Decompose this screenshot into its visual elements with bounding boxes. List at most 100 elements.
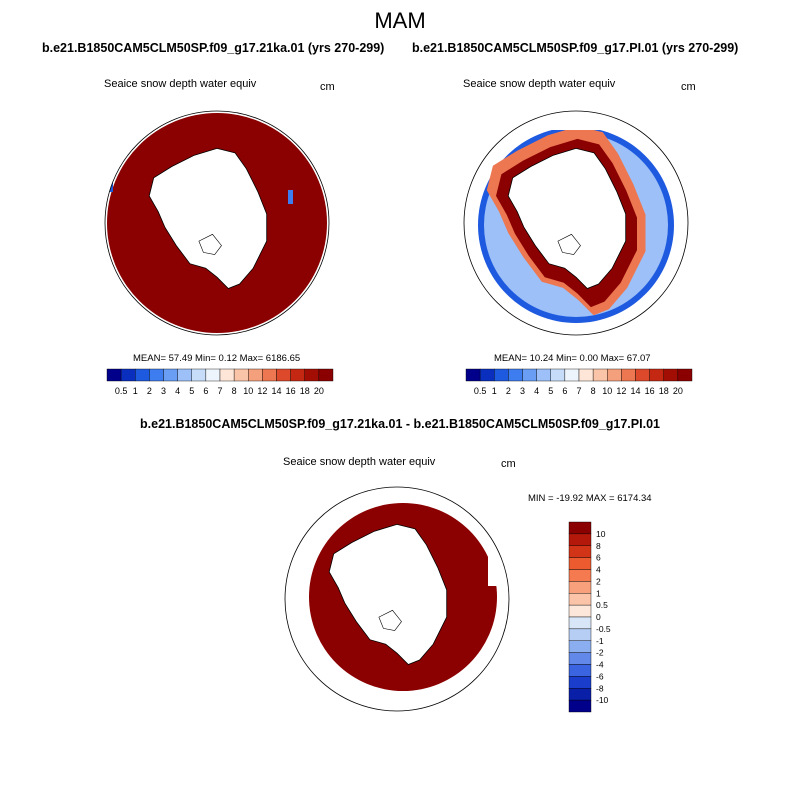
panel2-colorbar: 0.5 1 2 3 4 5 6 7 8 10 12 14 16 18 20 — [465, 368, 693, 396]
colorbar-label: 12 — [616, 386, 626, 396]
colorbar-swatch — [568, 533, 592, 546]
colorbar-label: 7 — [217, 386, 222, 396]
colorbar-swatch — [568, 664, 592, 677]
diff-run-title: b.e21.B1850CAM5CLM50SP.f09_g17.21ka.01 -… — [140, 417, 660, 431]
colorbar-label: -10 — [596, 695, 609, 705]
colorbar-label: 8 — [232, 386, 237, 396]
panel1-units-label: cm — [320, 81, 335, 93]
colorbar-label: 20 — [673, 386, 683, 396]
panel2-stats: MEAN= 10.24 Min= 0.00 Max= 67.07 — [494, 353, 651, 364]
colorbar-swatch — [550, 368, 566, 382]
colorbar-label: 10 — [602, 386, 612, 396]
colorbar-swatch — [191, 368, 207, 382]
colorbar-label: 16 — [645, 386, 655, 396]
colorbar-label: 12 — [257, 386, 267, 396]
panel3-units-label: cm — [501, 458, 516, 470]
panel1-stats: MEAN= 57.49 Min= 0.12 Max= 6186.65 — [133, 353, 301, 364]
colorbar-swatch — [262, 368, 277, 382]
colorbar-label: 2 — [506, 386, 511, 396]
colorbar-swatch — [592, 368, 608, 382]
colorbar-swatch — [205, 368, 221, 382]
colorbar-swatch — [621, 368, 636, 382]
colorbar-swatch — [677, 368, 693, 382]
colorbar-label: 1 — [133, 386, 138, 396]
ice-shelf-outline — [198, 233, 222, 255]
map-field — [107, 113, 327, 333]
colorbar-swatch — [276, 368, 291, 382]
colorbar-swatch — [568, 557, 592, 570]
colorbar-label: 20 — [314, 386, 324, 396]
antarctica-landmass — [507, 147, 627, 289]
colorbar-swatch — [120, 368, 136, 382]
colorbar-label: 6 — [596, 553, 601, 563]
colorbar-swatch — [248, 368, 263, 382]
colorbar-label: 2 — [596, 576, 601, 586]
colorbar-label: 0 — [596, 612, 601, 622]
colorbar-label: 7 — [576, 386, 581, 396]
colorbar-label: 4 — [175, 386, 180, 396]
colorbar-label: 1 — [596, 588, 601, 598]
colorbar-label: 3 — [161, 386, 166, 396]
colorbar-swatch — [663, 368, 679, 382]
colorbar-swatch — [568, 676, 592, 689]
low-value-patch — [108, 178, 113, 192]
season-title: MAM — [374, 8, 426, 33]
colorbar-label: 0.5 — [115, 386, 128, 396]
colorbar-label: 8 — [591, 386, 596, 396]
colorbar-swatch — [465, 368, 481, 382]
colorbar-label: 14 — [271, 386, 281, 396]
colorbar-label: 14 — [630, 386, 640, 396]
colorbar-label: 3 — [520, 386, 525, 396]
colorbar-label: 6 — [562, 386, 567, 396]
colorbar-label: -8 — [596, 683, 604, 693]
colorbar-swatch — [568, 616, 592, 630]
colorbar-swatch — [290, 368, 305, 382]
colorbar-swatch — [304, 368, 320, 382]
colorbar-swatch — [479, 368, 495, 382]
panel2-variable-label: Seaice snow depth water equiv — [463, 78, 616, 90]
open-ocean — [285, 487, 324, 536]
colorbar-label: -2 — [596, 648, 604, 658]
antarctica-landmass — [328, 523, 448, 665]
antarctica-landmass — [148, 147, 268, 289]
diff-colorbar: 10 8 6 42 1 0.5 0 -0.5 -1 -2 -4-6 -8 -10 — [568, 521, 611, 713]
panel1-colorbar: 0.5 1 2 3 4 5 6 7 8 10 12 14 16 18 20 — [106, 368, 334, 396]
colorbar-swatch — [607, 368, 622, 382]
colorbar-swatch — [219, 368, 235, 382]
colorbar-swatch — [318, 368, 334, 382]
colorbar-swatch — [568, 545, 592, 558]
panel1-polar-map — [104, 110, 330, 336]
map-boundary-circle — [104, 110, 330, 336]
colorbar-label: -1 — [596, 636, 604, 646]
open-ocean — [488, 506, 509, 586]
colorbar-label: 18 — [300, 386, 310, 396]
map-field — [464, 111, 688, 323]
panel3-stats: MIN = -19.92 MAX = 6174.34 — [528, 493, 652, 504]
map-boundary-circle — [284, 486, 510, 712]
open-ocean — [464, 111, 688, 130]
colorbar-swatch — [568, 593, 592, 606]
colorbar-label: 1 — [492, 386, 497, 396]
ice-shelf-outline — [378, 609, 402, 631]
colorbar-swatch — [578, 368, 594, 382]
colorbar-label: 8 — [596, 541, 601, 551]
panel2-run-title: b.e21.B1850CAM5CLM50SP.f09_g17.PI.01 (yr… — [412, 41, 739, 55]
panel1-run-title: b.e21.B1850CAM5CLM50SP.f09_g17.21ka.01 (… — [42, 41, 385, 55]
panel2-units-label: cm — [681, 81, 696, 93]
colorbar-swatch — [494, 368, 509, 382]
colorbar-label: -6 — [596, 671, 604, 681]
colorbar-swatch — [568, 569, 592, 582]
colorbar-swatch — [536, 368, 551, 382]
colorbar-label: 5 — [548, 386, 553, 396]
colorbar-label: 4 — [596, 565, 601, 575]
colorbar-swatch — [135, 368, 150, 382]
low-value-patch — [288, 190, 293, 204]
colorbar-label: 4 — [534, 386, 539, 396]
colorbar-swatch — [568, 640, 592, 653]
ice-shelf-outline — [557, 233, 581, 255]
colorbar-swatch — [568, 688, 592, 701]
colorbar-label: -0.5 — [596, 624, 611, 634]
colorbar-label: 10 — [596, 529, 606, 539]
colorbar-swatch — [568, 699, 592, 713]
